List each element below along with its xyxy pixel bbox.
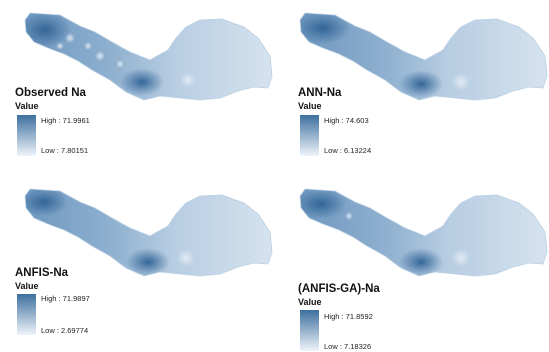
legend-low-label: Low : 7.80151 [41, 146, 89, 155]
sodium-map [299, 12, 548, 101]
legend-low-label: Low : 7.18326 [324, 342, 372, 351]
map-panel-anfis-ga-na: (ANFIS-GA)-Na Value High : 71.8592 Low :… [275, 176, 549, 352]
map-panel-observed-na: Observed Na Value High : 71.9961 Low : 7… [0, 0, 274, 176]
legend-high-label: High : 74.603 [324, 116, 369, 125]
legend-color-ramp [300, 115, 319, 156]
sodium-map [24, 12, 273, 101]
sodium-map [24, 188, 273, 277]
legend-high-label: High : 71.9897 [41, 294, 90, 303]
legend-color-ramp [17, 294, 36, 335]
legend-high-label: High : 71.8592 [324, 312, 373, 321]
legend-low-label: Low : 2.69774 [41, 326, 89, 335]
map-panel-ann-na: ANN-Na Value High : 74.603 Low : 6.13224 [275, 0, 549, 176]
legend-value-label: Value [298, 297, 322, 307]
legend-value-label: Value [298, 101, 322, 111]
legend-value-label: Value [15, 101, 39, 111]
map-panel-anfis-na: ANFIS-Na Value High : 71.9897 Low : 2.69… [0, 176, 274, 352]
legend-color-ramp [17, 115, 36, 156]
legend-low-label: Low : 6.13224 [324, 146, 372, 155]
map-title: ANFIS-Na [15, 267, 69, 279]
legend-color-ramp [300, 310, 319, 351]
sodium-map [299, 188, 548, 277]
map-title: (ANFIS-GA)-Na [298, 283, 380, 295]
map-title: ANN-Na [298, 87, 342, 99]
legend-value-label: Value [15, 281, 39, 291]
map-title: Observed Na [15, 87, 86, 99]
legend-high-label: High : 71.9961 [41, 116, 90, 125]
